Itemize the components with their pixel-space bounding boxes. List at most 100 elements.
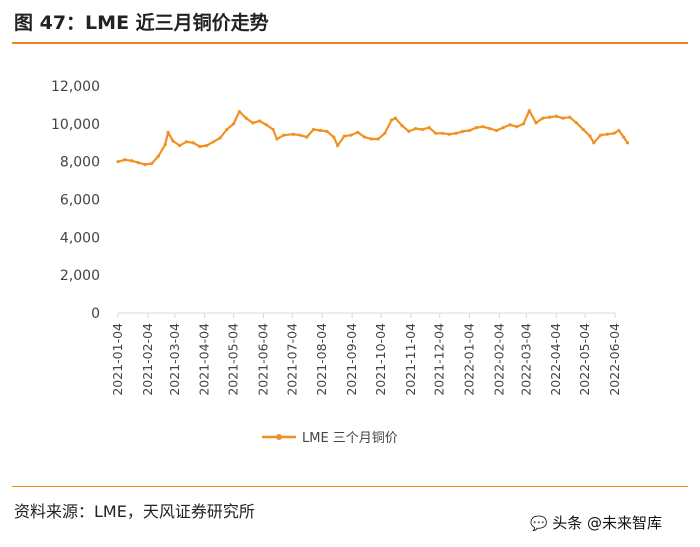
x-tick-label: 2021-03-04 [167, 323, 182, 396]
data-point [318, 128, 322, 133]
data-point [171, 139, 175, 143]
legend-label: LME 三个月铜价 [302, 431, 398, 446]
data-point [211, 140, 215, 144]
data-point [461, 129, 465, 133]
data-point [275, 137, 279, 141]
x-tick-label: 2021-09-04 [344, 323, 359, 396]
wechat-bubble-icon: 💬 [530, 516, 548, 532]
data-point [325, 129, 329, 133]
y-tick-label: 4,000 [60, 230, 100, 246]
data-point [271, 127, 275, 132]
data-point [356, 130, 360, 134]
y-tick-label: 0 [91, 306, 100, 322]
data-point [454, 131, 458, 135]
legend: LME 三个月铜价 [262, 431, 398, 446]
data-point [547, 115, 552, 119]
data-point [447, 132, 451, 136]
x-tick-label: 2021-04-04 [197, 323, 212, 396]
data-point [488, 126, 492, 131]
watermark: 💬 头条 @未来智库 [530, 512, 662, 533]
x-tick-label: 2021-10-04 [373, 323, 388, 396]
x-tick-label: 2021-07-04 [284, 323, 299, 396]
data-point [427, 126, 431, 130]
data-point [369, 137, 373, 141]
data-point [568, 115, 572, 119]
data-point [501, 126, 505, 130]
data-point [225, 127, 229, 132]
data-point [508, 123, 512, 127]
y-tick-label: 2,000 [60, 268, 100, 284]
data-point [205, 143, 209, 148]
data-point [231, 122, 236, 126]
data-point [198, 144, 202, 149]
data-point [574, 121, 579, 125]
data-point [218, 136, 222, 140]
data-point [407, 129, 411, 133]
title-divider [12, 42, 688, 44]
x-tick-label: 2022-06-04 [607, 323, 622, 396]
data-point [342, 134, 346, 138]
data-point [598, 133, 603, 137]
data-point [420, 127, 424, 132]
x-tick-label: 2021-06-04 [255, 323, 270, 396]
data-point [440, 131, 445, 135]
data-point [156, 154, 161, 158]
data-point [617, 128, 621, 133]
x-tick-label: 2021-02-04 [140, 323, 155, 396]
data-point [376, 137, 380, 141]
data-point [257, 119, 262, 123]
data-point [554, 114, 558, 118]
data-point [625, 141, 630, 145]
data-point [143, 162, 147, 167]
data-point [494, 128, 499, 133]
x-tick-label: 2022-05-04 [577, 323, 592, 396]
data-point [184, 140, 188, 144]
x-tick-label: 2022-02-04 [491, 323, 506, 396]
x-axis-labels: 2021-01-04 2021-02-04 2021-03-04 2021-04-04… [110, 323, 622, 396]
x-tick-label: 2022-03-04 [518, 323, 533, 396]
data-point [305, 135, 309, 139]
data-point [527, 108, 531, 113]
watermark-text: 头条 @未来智库 [552, 514, 662, 532]
source-note: 资料来源：LME，天风证券研究所 [14, 502, 255, 521]
x-tick-label: 2021-01-04 [110, 323, 125, 396]
data-point [116, 160, 120, 164]
data-point [521, 122, 526, 126]
data-point [612, 131, 616, 135]
page-title: 图 47：LME 近三月铜价走势 [14, 12, 269, 34]
data-point [581, 127, 585, 132]
x-tick-label: 2021-11-04 [403, 323, 418, 396]
data-point [515, 125, 519, 129]
data-point [332, 135, 336, 139]
data-point [163, 143, 167, 147]
data-point [251, 121, 255, 125]
y-tick-label: 6,000 [60, 193, 100, 209]
data-point [244, 116, 248, 120]
x-tick-label: 2021-08-04 [314, 323, 329, 396]
y-tick-label: 12,000 [51, 79, 100, 95]
series-points [116, 108, 630, 167]
data-point [561, 116, 565, 120]
data-point [123, 158, 127, 162]
x-tick-label: 2022-01-04 [462, 323, 477, 396]
series-line-lme-copper [117, 109, 629, 166]
footer-divider [12, 486, 688, 487]
data-point [474, 126, 478, 130]
data-point [178, 143, 182, 148]
data-point [588, 134, 592, 138]
data-point [481, 125, 485, 129]
y-axis-labels: 0 2,000 4,000 6,000 8,000 10,000 12,000 [51, 79, 100, 322]
data-point [534, 121, 538, 125]
data-point [393, 116, 397, 120]
y-tick-label: 8,000 [60, 155, 100, 171]
data-point [434, 131, 438, 135]
legend-swatch-dot [276, 434, 282, 440]
data-point [622, 135, 626, 139]
data-point [362, 135, 367, 139]
x-tick-label: 2021-12-04 [432, 323, 447, 396]
data-point [414, 126, 418, 131]
data-point [383, 131, 387, 135]
data-point [166, 130, 170, 134]
data-point [467, 128, 472, 133]
